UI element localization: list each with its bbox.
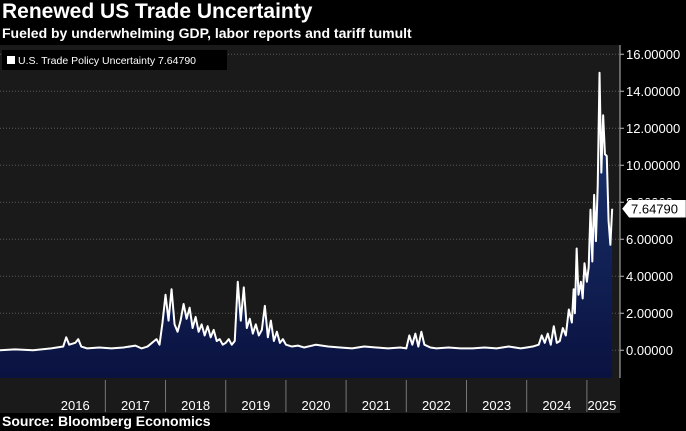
y-tick-label: 6.00000 [626,232,673,247]
x-axis-dividers [104,380,588,412]
legend-label: U.S. Trade Policy Uncertainty 7.64790 [18,55,196,67]
y-tick-label: 10.00000 [626,158,680,173]
x-tick-label: 2025 [587,398,616,413]
legend: U.S. Trade Policy Uncertainty 7.64790 [2,50,227,70]
x-tick-label: 2017 [121,398,150,413]
x-tick-label: 2024 [542,398,571,413]
y-axis-ticks: 0.000002.000004.000006.000008.0000010.00… [620,47,680,358]
legend-box [2,50,227,70]
x-tick-label: 2021 [362,398,391,413]
chart-subtitle: Fueled by underwhelming GDP, labor repor… [2,25,412,41]
y-tick-label: 12.00000 [626,121,680,136]
y-tick-label: 16.00000 [626,47,680,62]
x-tick-label: 2023 [482,398,511,413]
x-tick-label: 2018 [181,398,210,413]
plot-background [0,45,620,378]
series-line [0,71,614,352]
y-tick-label: 0.00000 [626,343,673,358]
x-tick-label: 2019 [241,398,270,413]
x-tick-label: 2016 [61,398,90,413]
last-value-marker: 7.64790 [621,199,686,219]
y-tick-label: 4.00000 [626,269,673,284]
source-note: Source: Bloomberg Economics [2,413,211,429]
x-axis-ticks: 2016 2017 2018 2019 2020 2021 2022 2023 2024 2025 [61,398,617,413]
y-tick-label: 2.00000 [626,306,673,321]
x-tick-label: 2022 [422,398,451,413]
last-value-label: 7.64790 [631,201,678,216]
last-value-tag [621,199,686,219]
x-axis-band [0,378,620,413]
legend-swatch [7,56,15,64]
x-tick-label: 2020 [302,398,331,413]
y-tick-label: 14.00000 [626,84,680,99]
chart-title: Renewed US Trade Uncertainty [2,0,313,23]
